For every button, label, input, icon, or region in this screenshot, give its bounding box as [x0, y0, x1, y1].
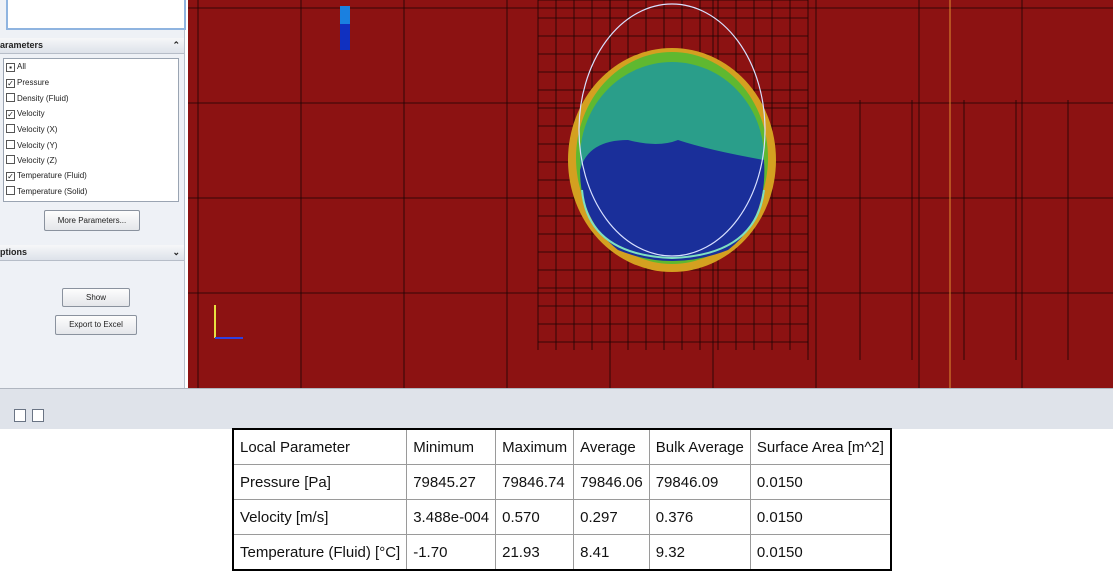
table-cell: 3.488e-004: [407, 500, 496, 535]
checkbox[interactable]: ✓: [6, 79, 15, 88]
table-cell: Temperature (Fluid) [°C]: [233, 535, 407, 571]
checkbox[interactable]: [6, 155, 15, 164]
input-box[interactable]: [6, 0, 186, 30]
parameter-label: Temperature (Solid): [17, 187, 87, 196]
parameter-label: Velocity (X): [17, 125, 57, 134]
table-cell: 0.0150: [750, 500, 891, 535]
checkbox[interactable]: [6, 124, 15, 133]
parameter-label: Velocity (Z): [17, 156, 57, 165]
parameter-label: Velocity: [17, 109, 45, 118]
parameter-item: ✓Velocity: [6, 109, 45, 119]
table-cell: 79845.27: [407, 465, 496, 500]
parameter-label: Velocity (Y): [17, 141, 57, 150]
table-cell: Bulk Average: [649, 429, 750, 465]
table-cell: 9.32: [649, 535, 750, 571]
table-cell: 79846.74: [496, 465, 574, 500]
parameter-item: Velocity (Z): [6, 155, 57, 165]
table-cell: Minimum: [407, 429, 496, 465]
table-cell: 0.297: [574, 500, 650, 535]
status-bar: [0, 388, 1113, 429]
table-cell: Maximum: [496, 429, 574, 465]
legend-bar: [340, 6, 350, 24]
show-button[interactable]: Show: [62, 288, 130, 307]
parameter-item: Velocity (Y): [6, 140, 57, 150]
parameter-item: Density (Fluid): [6, 93, 69, 103]
table-cell: Average: [574, 429, 650, 465]
page: arameters⌃ ▪All✓PressureDensity (Fluid)✓…: [0, 0, 1113, 577]
checkbox[interactable]: [6, 186, 15, 195]
parameter-item: ✓Pressure: [6, 78, 49, 88]
parameter-label: Density (Fluid): [17, 94, 69, 103]
table-cell: -1.70: [407, 535, 496, 571]
parameter-item: ✓Temperature (Fluid): [6, 171, 87, 181]
table-cell: Local Parameter: [233, 429, 407, 465]
table-cell: Velocity [m/s]: [233, 500, 407, 535]
parameter-label: Temperature (Fluid): [17, 171, 87, 180]
table-cell: 0.376: [649, 500, 750, 535]
parameter-item: ▪All: [6, 62, 26, 72]
parameter-item: Velocity (X): [6, 124, 57, 134]
table-cell: 0.0150: [750, 465, 891, 500]
checkbox[interactable]: ▪: [6, 63, 15, 72]
header-text: arameters: [0, 40, 43, 50]
table-cell: Pressure [Pa]: [233, 465, 407, 500]
table-cell: 79846.09: [649, 465, 750, 500]
icon[interactable]: [14, 409, 26, 422]
table-cell: 79846.06: [574, 465, 650, 500]
checkbox[interactable]: [6, 140, 15, 149]
section-header[interactable]: ptions⌄: [0, 245, 184, 261]
section-header[interactable]: arameters⌃: [0, 38, 184, 54]
parameter-item: Temperature (Solid): [6, 186, 87, 196]
icon[interactable]: [32, 409, 44, 422]
header-text: ptions: [0, 247, 27, 257]
table-cell: 0.0150: [750, 535, 891, 571]
more-parameters-button[interactable]: More Parameters...: [44, 210, 140, 231]
table-cell: 21.93: [496, 535, 574, 571]
parameter-label: Pressure: [17, 78, 49, 87]
export-button[interactable]: Export to Excel: [55, 315, 137, 335]
table-cell: 8.41: [574, 535, 650, 571]
parameter-label: All: [17, 62, 26, 71]
viewport: [188, 0, 1113, 388]
table-cell: Surface Area [m^2]: [750, 429, 891, 465]
checkbox[interactable]: ✓: [6, 110, 15, 119]
checkbox[interactable]: ✓: [6, 172, 15, 181]
checkbox[interactable]: [6, 93, 15, 102]
table-cell: 0.570: [496, 500, 574, 535]
